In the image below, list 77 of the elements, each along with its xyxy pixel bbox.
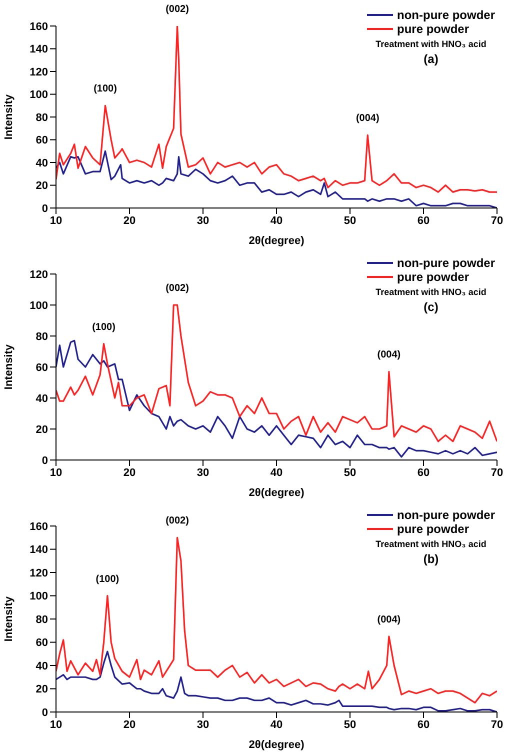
y-tick-label: 20 (36, 424, 48, 436)
y-tick-label: 20 (36, 684, 48, 696)
y-axis-title: Intensity (2, 596, 15, 642)
y-tick-label: 100 (30, 89, 48, 102)
y-tick-label: 120 (30, 268, 48, 281)
annotation: (004) (377, 350, 401, 361)
annotation: (004) (356, 113, 380, 124)
x-tick-label: 70 (490, 214, 504, 227)
annotation: (c) (422, 300, 440, 314)
y-tick-label: 60 (36, 637, 48, 650)
x-tick-label: 20 (123, 466, 136, 479)
x-tick-label: 50 (344, 214, 356, 227)
y-tick-label: 40 (36, 157, 48, 170)
x-tick-label: 40 (270, 718, 283, 731)
x-tick-label: 60 (417, 718, 430, 731)
annotation: Treatment with HNO₃ acid (374, 287, 488, 297)
x-tick-label: 40 (270, 466, 283, 479)
line-series (56, 26, 497, 193)
y-tick-label: 120 (30, 66, 48, 78)
x-tick-label: 10 (50, 214, 62, 227)
y-tick-label: 140 (30, 44, 48, 56)
x-tick-label: 20 (123, 718, 136, 731)
y-tick-label: 100 (30, 300, 48, 312)
y-tick-label: 0 (42, 202, 48, 215)
y-tick-label: 60 (36, 134, 48, 147)
x-axis-title: 2θ(degree) (248, 487, 305, 499)
y-tick-label: 60 (36, 362, 48, 374)
x-tick-label: 70 (490, 718, 504, 731)
annotation: (100) (94, 84, 117, 95)
x-tick-label: 50 (344, 718, 356, 731)
annotation: Treatment with HNO₃ acid (374, 539, 488, 549)
x-tick-label: 40 (270, 214, 283, 227)
annotation: (a) (422, 52, 440, 66)
x-tick-label: 10 (50, 466, 62, 479)
x-tick-label: 60 (417, 466, 430, 479)
y-tick-label: 40 (36, 392, 48, 405)
x-tick-label: 60 (417, 214, 430, 227)
annotation: (100) (96, 574, 120, 585)
legend-label: non-pure powder (397, 508, 495, 522)
y-tick-label: 80 (36, 330, 48, 343)
y-tick-label: 0 (42, 454, 48, 467)
x-tick-label: 50 (344, 466, 356, 479)
annotation: (004) (377, 614, 401, 626)
x-tick-label: 20 (123, 214, 136, 227)
annotation: Treatment with HNO₃ acid (374, 39, 488, 49)
y-axis-title: Intensity (2, 344, 15, 390)
y-tick-label: 20 (36, 180, 48, 192)
line-series (56, 304, 497, 442)
x-tick-label: 70 (490, 466, 504, 479)
legend-label: pure powder (397, 22, 470, 36)
y-tick-label: 120 (30, 567, 48, 580)
annotation: (002) (166, 4, 189, 15)
legend-label: pure powder (397, 270, 470, 284)
legend-label: non-pure powder (397, 256, 495, 270)
x-axis-title: 2θ(degree) (248, 739, 305, 751)
x-axis-title: 2θ(degree) (248, 235, 305, 247)
annotation: (100) (92, 322, 116, 333)
y-tick-label: 160 (30, 520, 48, 533)
annotation: (b) (422, 552, 440, 566)
x-tick-label: 30 (196, 466, 210, 479)
x-tick-label: 30 (196, 718, 210, 731)
y-tick-label: 160 (30, 20, 48, 33)
y-axis-title: Intensity (2, 94, 15, 140)
x-tick-label: 30 (196, 214, 210, 227)
line-series (56, 536, 497, 704)
y-tick-label: 140 (30, 544, 48, 556)
x-tick-label: 10 (50, 718, 62, 731)
legend-label: pure powder (397, 522, 470, 536)
y-tick-label: 80 (36, 614, 48, 626)
y-tick-label: 100 (30, 590, 48, 603)
legend-label: non-pure powder (397, 8, 495, 22)
annotation: (002) (166, 283, 189, 294)
line-series (56, 340, 497, 458)
y-tick-label: 80 (36, 112, 48, 124)
y-tick-label: 0 (42, 706, 48, 719)
annotation: (002) (166, 516, 189, 527)
y-tick-label: 40 (36, 660, 48, 672)
